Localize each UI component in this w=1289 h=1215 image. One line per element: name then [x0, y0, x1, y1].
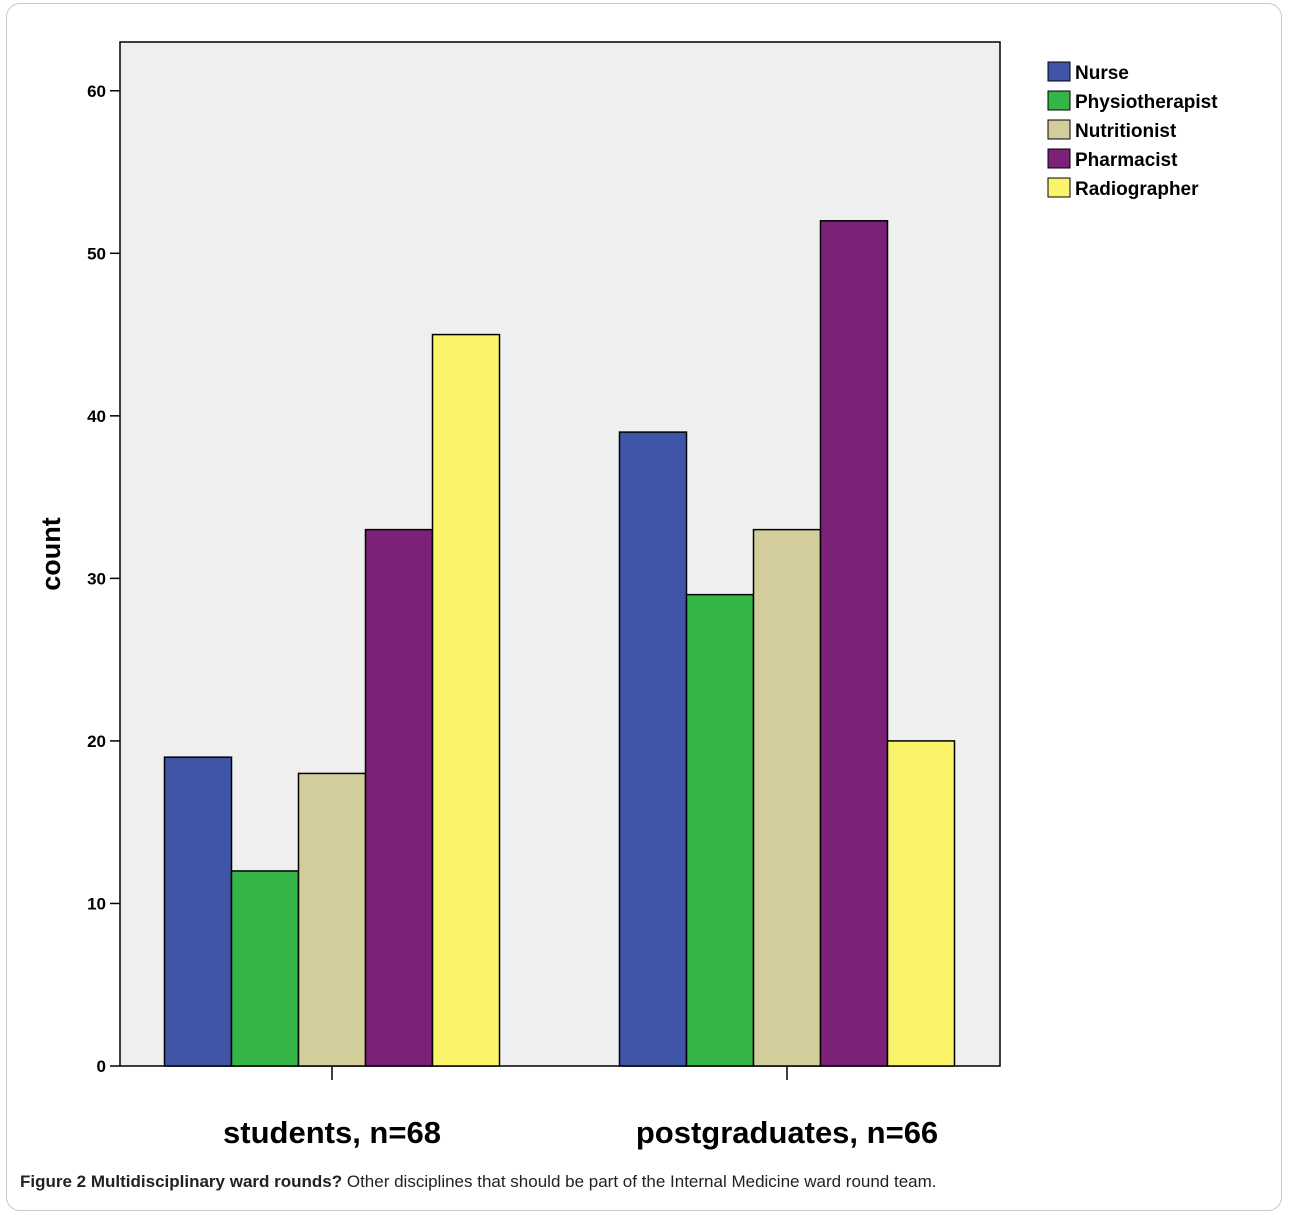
legend-label: Radiographer	[1075, 179, 1199, 200]
x-tick-label: postgraduates, n=66	[636, 1115, 938, 1150]
caption-title: Multidisciplinary ward rounds?	[90, 1172, 343, 1191]
bar-radiographer	[431, 333, 501, 1067]
y-tick-label: 60	[87, 82, 106, 101]
bar-chart: 0 10 20 30 40 50 60 count students, n=68 postgrad…	[36, 41, 1218, 1150]
legend-label: Nutritionist	[1075, 121, 1177, 142]
bar-pharmacist	[819, 220, 889, 1067]
caption-label: Figure 2	[20, 1172, 87, 1191]
legend-label: Physiotherapist	[1075, 92, 1218, 113]
figure-frame	[6, 3, 1282, 1211]
caption-text: Other disciplines that should be part of…	[346, 1172, 937, 1191]
y-tick-label: 30	[87, 569, 106, 588]
y-tick-label: 40	[87, 407, 106, 426]
legend-swatch	[1047, 119, 1071, 140]
y-tick-label: 50	[87, 244, 106, 263]
y-tick-label: 0	[97, 1057, 106, 1076]
legend-swatch	[1047, 90, 1071, 111]
bar-nurse	[163, 756, 233, 1067]
bar-nutritionist	[297, 772, 367, 1067]
x-tick-label: students, n=68	[223, 1115, 441, 1150]
y-tick-label: 10	[87, 894, 106, 913]
legend-label: Nurse	[1075, 63, 1129, 84]
y-tick-label: 20	[87, 732, 106, 751]
bar-nurse	[618, 431, 688, 1067]
bar-physiotherapist	[230, 870, 300, 1067]
legend-swatch	[1047, 148, 1071, 169]
bar-nutritionist	[752, 528, 822, 1067]
bar-pharmacist	[364, 528, 434, 1067]
legend-label: Pharmacist	[1075, 150, 1178, 171]
legend-swatch	[1047, 61, 1071, 82]
y-axis-label: count	[36, 517, 66, 591]
bar-radiographer	[886, 740, 956, 1067]
figure-caption: Figure 2 Multidisciplinary ward rounds? …	[20, 1172, 937, 1192]
legend-swatch	[1047, 177, 1071, 198]
bar-physiotherapist	[685, 593, 755, 1067]
